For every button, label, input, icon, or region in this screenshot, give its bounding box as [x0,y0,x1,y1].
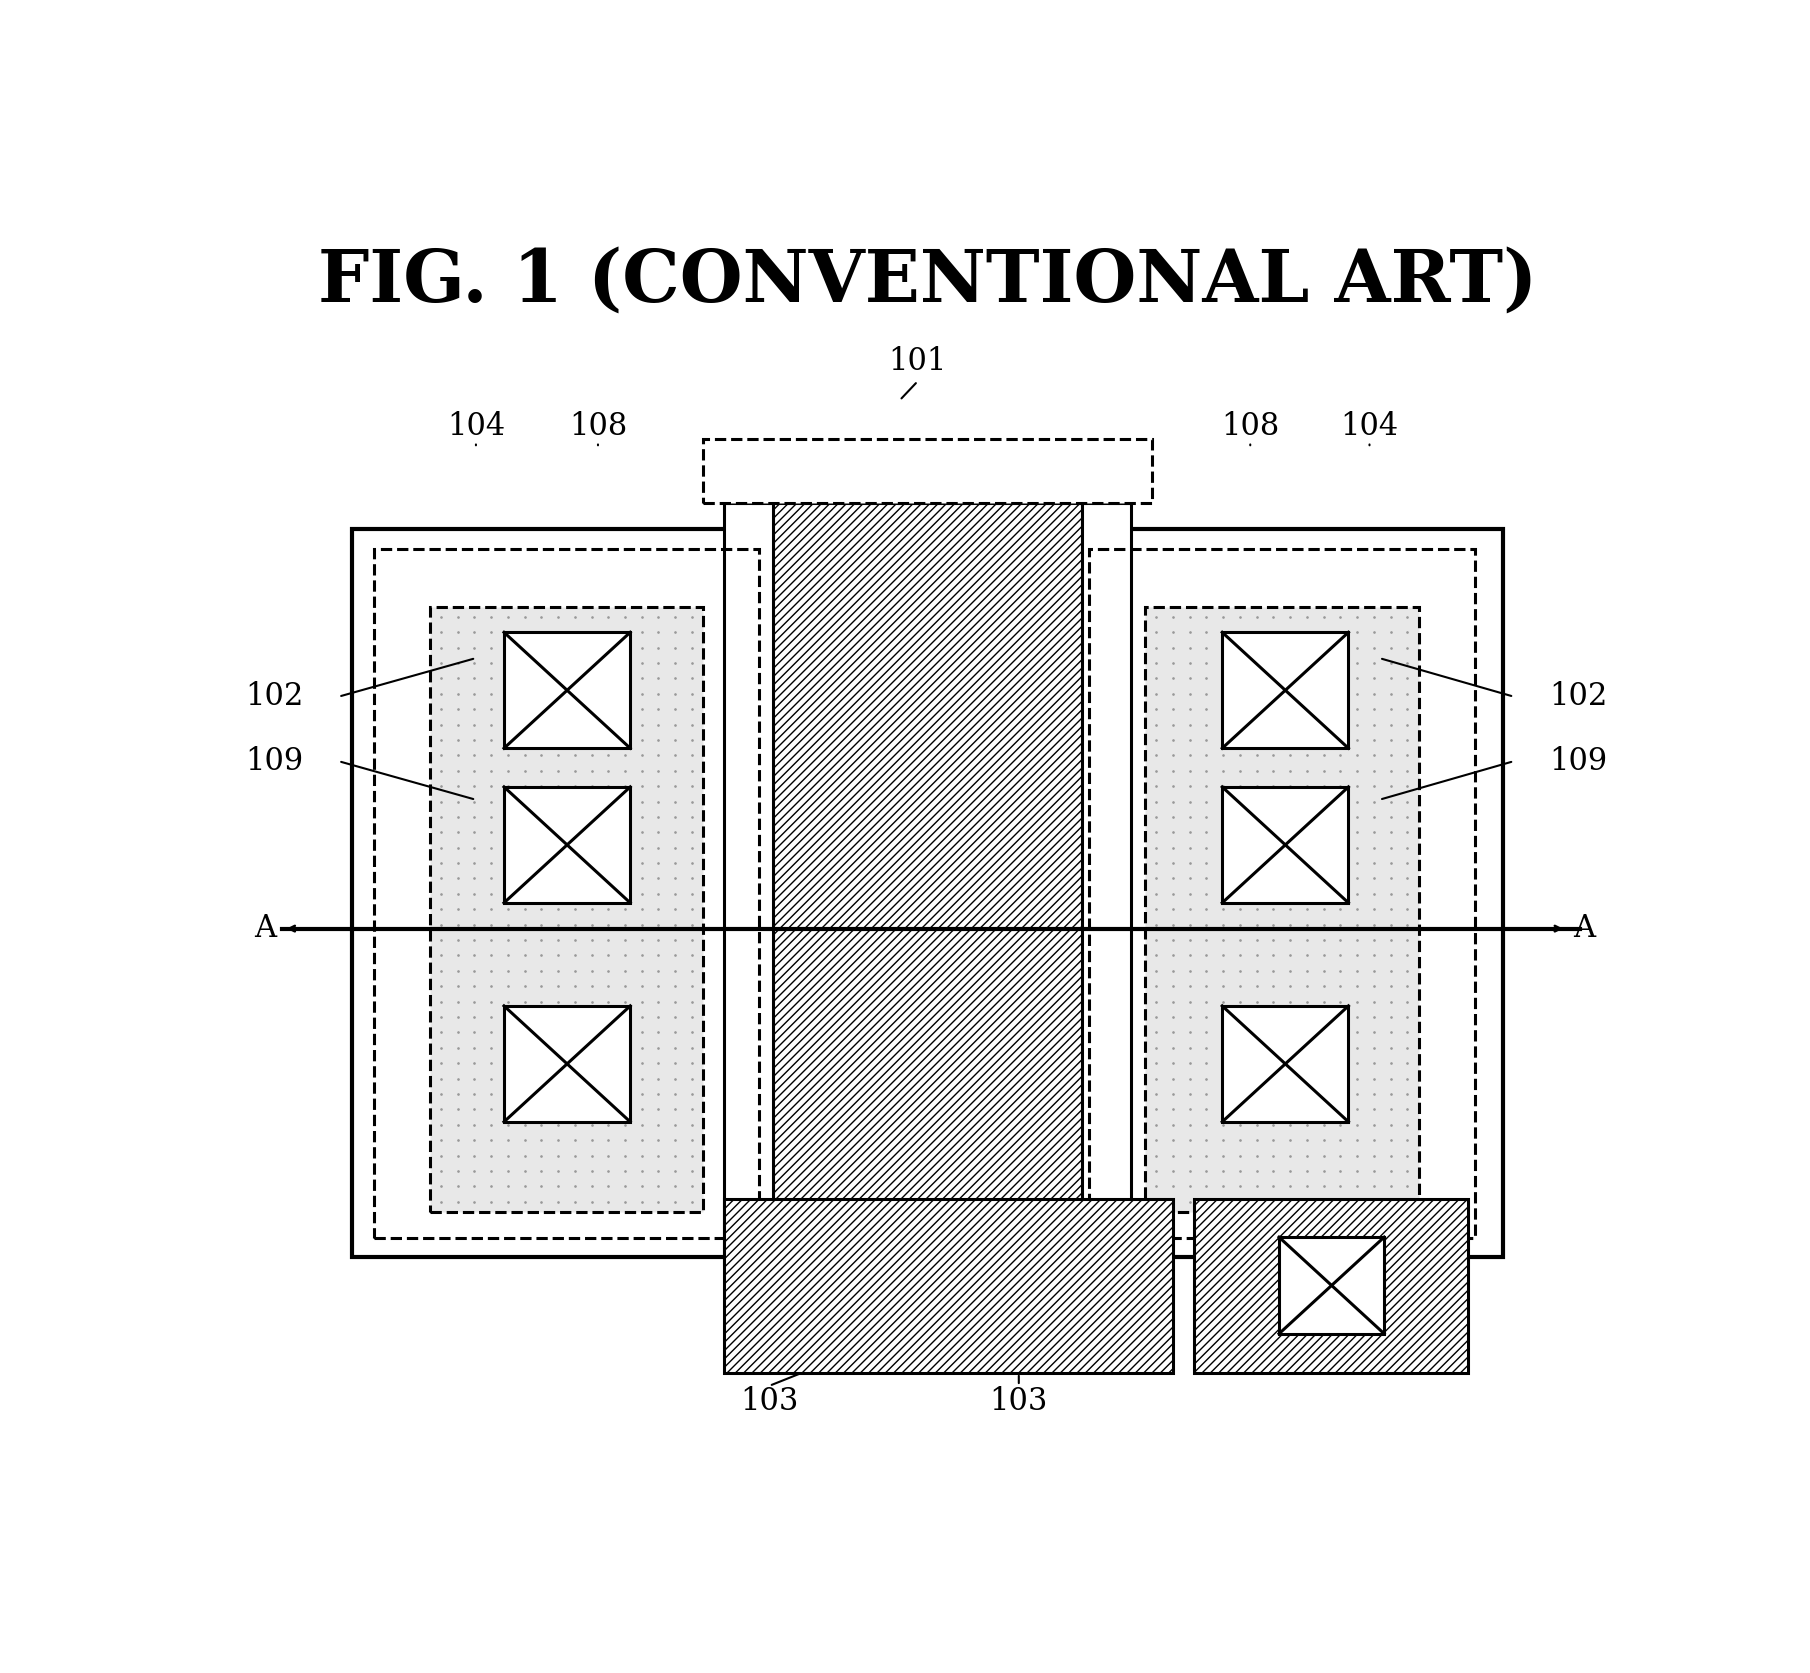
Bar [1090,549,1475,1238]
Bar [1222,632,1348,748]
Text: 108: 108 [1222,410,1280,442]
Bar [1280,1236,1385,1333]
Text: A: A [255,913,277,944]
Bar [724,504,773,1263]
Bar [503,786,630,903]
Bar [704,438,1153,504]
Bar [773,504,1082,1263]
Text: 102: 102 [244,681,304,713]
Bar [429,607,702,1211]
Bar [1146,607,1419,1211]
Bar [353,529,766,1256]
Text: A: A [1573,913,1595,944]
Text: 109: 109 [246,746,304,776]
Bar [1222,786,1348,903]
Text: 108: 108 [568,410,626,442]
Bar [1222,1005,1348,1123]
Text: 103: 103 [740,1385,798,1417]
Text: 104: 104 [1341,410,1399,442]
Text: 104: 104 [447,410,505,442]
Bar [1195,1200,1468,1374]
Text: 109: 109 [1549,746,1607,776]
Text: 101: 101 [889,346,947,378]
Bar [1082,504,1131,1263]
Bar [373,549,760,1238]
Bar [1090,529,1502,1256]
Text: 103: 103 [990,1385,1048,1417]
Bar [724,1200,1173,1374]
Bar [503,1005,630,1123]
Text: 102: 102 [1549,681,1607,713]
Text: FIG. 1 (CONVENTIONAL ART): FIG. 1 (CONVENTIONAL ART) [319,246,1537,316]
Bar [503,632,630,748]
